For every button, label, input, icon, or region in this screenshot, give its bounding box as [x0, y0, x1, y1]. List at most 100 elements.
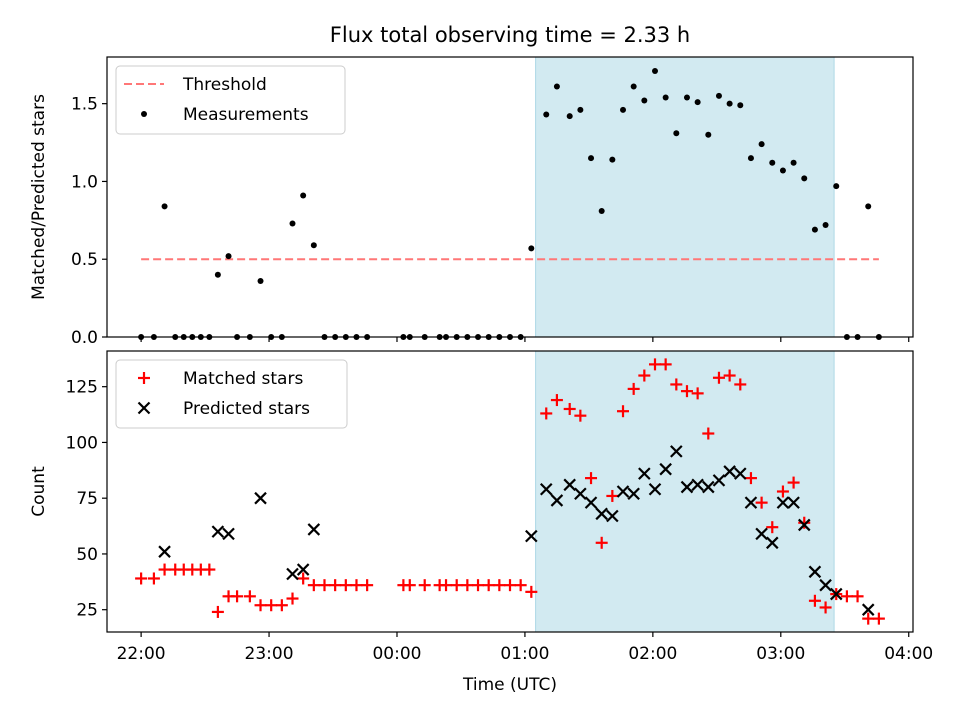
measurement-point [598, 208, 605, 214]
predicted-star-point [574, 487, 587, 501]
y-tick-label: 125 [66, 378, 98, 398]
legend-entry: Matched stars [183, 369, 303, 389]
matched-star-point [563, 402, 576, 415]
y-tick-label: 0.5 [71, 250, 98, 270]
predicted-star-point [286, 567, 299, 581]
cross-stroke-b [307, 523, 321, 536]
matched-star-point [766, 521, 779, 534]
measurement-point [737, 102, 744, 109]
matched-star-point [525, 585, 538, 598]
cross-stroke-b [829, 587, 843, 601]
cross-stroke-b [861, 603, 875, 616]
cross-stroke-b [659, 462, 672, 476]
x-tick-label: 00:00 [372, 644, 421, 664]
predicted-star-point [563, 478, 576, 492]
cross-stroke-b [606, 509, 619, 523]
measurement-point [651, 68, 658, 74]
matched-star-point [286, 592, 299, 605]
measurement-point [214, 271, 221, 278]
legend-matched-swatch [138, 372, 150, 384]
predicted-star-point [525, 529, 538, 543]
y-tick-label: 25 [76, 601, 98, 621]
measurement-point [289, 220, 296, 227]
legend-predicted-swatch [137, 401, 151, 415]
y-tick-label: 75 [76, 489, 98, 509]
matched-star-point [504, 579, 516, 592]
cross-stroke-b [539, 482, 553, 496]
predicted-star-point [296, 563, 310, 576]
matched-star-point [744, 472, 757, 485]
cross-stroke-b [734, 467, 747, 480]
matched-star-point [680, 385, 693, 398]
measurement-point [673, 130, 680, 137]
matched-star-point [243, 590, 256, 603]
measurement-point [683, 94, 690, 101]
matched-star-point [318, 579, 331, 592]
cross-stroke-b [574, 487, 587, 501]
matched-star-point [595, 536, 608, 549]
predicted-star-point [808, 565, 822, 579]
matched-star-point [158, 563, 171, 576]
matched-star-point [862, 612, 875, 625]
x-tick-label: 22:00 [117, 644, 166, 664]
cross-stroke-b [525, 529, 538, 543]
predicted-star-point [539, 482, 553, 496]
cross-stroke-b [595, 507, 608, 521]
measurement-point [620, 106, 627, 113]
matched-star-point [776, 485, 789, 498]
legend: Threshold Measurements [115, 65, 346, 135]
x-tick-label: 02:00 [628, 644, 677, 664]
predicted-star-point [222, 527, 235, 541]
matched-star-point [350, 579, 363, 592]
predicted-star-point [638, 467, 651, 480]
matched-star-point [297, 572, 310, 585]
matched-star-point [851, 590, 864, 603]
matched-star-point [275, 599, 288, 612]
cross-stroke-b [137, 401, 151, 415]
cross-stroke-b [723, 465, 736, 478]
measurement-point [747, 155, 754, 162]
x-axis-label: Time (UTC) [462, 675, 557, 695]
matched-star-point [440, 579, 453, 592]
measurement-point [257, 278, 264, 284]
measurement-point [225, 253, 232, 260]
matched-star-point [450, 579, 463, 592]
predicted-star-point [659, 462, 672, 476]
predicted-star-point [755, 527, 768, 541]
matched-star-point [798, 516, 811, 529]
predicted-star-point [819, 578, 832, 592]
legend-entry: Predicted stars [183, 399, 310, 419]
measurement-point [553, 83, 560, 90]
cross-stroke-b [563, 478, 576, 492]
cross-stroke-b [765, 536, 779, 550]
measurement-point [694, 99, 701, 106]
matched-star-point [648, 358, 661, 371]
cross-stroke-b [211, 525, 225, 538]
y-tick-label: 1.0 [71, 172, 98, 192]
predicted-star-point [776, 496, 790, 509]
chart-title: Flux total observing time = 2.33 h [330, 23, 690, 47]
cross-stroke-b [776, 496, 790, 509]
matched-star-point [461, 579, 474, 592]
x-tick-label: 01:00 [500, 644, 549, 664]
legend-box [115, 359, 348, 429]
predicted-star-point [734, 467, 747, 480]
matched-star-point [702, 427, 715, 440]
matched-star-point [755, 496, 768, 509]
matched-star-point [550, 394, 563, 407]
predicted-star-point [616, 485, 630, 498]
cross-stroke-b [648, 482, 662, 496]
matched-star-point [734, 378, 747, 391]
cross-stroke-b [638, 467, 651, 480]
matched-star-point [808, 594, 821, 607]
measurement-point [641, 97, 648, 104]
matched-star-point [670, 378, 683, 391]
measurement-point [779, 167, 786, 174]
measurement-point [543, 111, 550, 118]
cross-stroke-b [222, 527, 235, 541]
matched-star-point [329, 579, 342, 592]
legend-measurements-swatch [141, 111, 147, 117]
matched-star-point [585, 472, 598, 485]
matched-star-point [540, 407, 553, 420]
